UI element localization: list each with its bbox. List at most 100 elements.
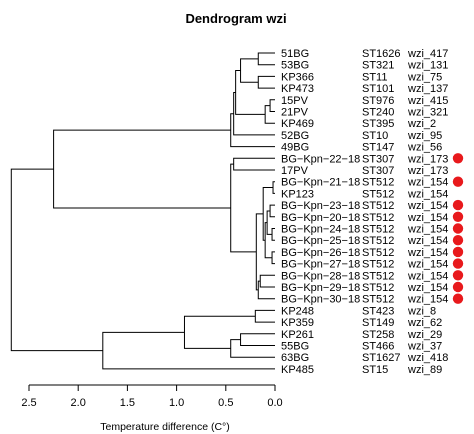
- leaf-name-label: 49BG: [281, 142, 309, 154]
- leaf-name-label: BG−Kpn−23−18: [281, 200, 360, 212]
- dendrogram-branch: [230, 163, 257, 253]
- leaf-name-label: KP366: [281, 71, 314, 83]
- leaf-st-label: ST1626: [362, 48, 401, 60]
- dendrogram-branch: [259, 274, 275, 288]
- leaf-st-label: ST321: [362, 60, 394, 72]
- leaf-wzi-label: wzi_29: [407, 329, 442, 341]
- x-tick-label: 0.5: [218, 397, 233, 409]
- x-tick-label: 1.5: [120, 397, 135, 409]
- highlight-dot: [452, 223, 464, 234]
- x-axis-label: Temperature difference (C°): [100, 421, 229, 433]
- leaf-st-label: ST466: [362, 341, 394, 353]
- leaf-wzi-label: wzi_417: [407, 48, 448, 60]
- leaf-name-label: BG−Kpn−24−18: [281, 224, 360, 236]
- leaf-name-label: 63BG: [281, 352, 309, 364]
- dendrogram-branches: [10, 52, 275, 370]
- dendrogram-branch: [53, 129, 231, 209]
- leaf-st-label: ST101: [362, 83, 394, 95]
- leaf-name-label: KP485: [281, 364, 314, 376]
- leaf-wzi-label: wzi_8: [407, 305, 436, 317]
- dendrogram-branch: [233, 91, 275, 136]
- dendrogram-branch: [183, 315, 256, 349]
- leaf-name-label: KP469: [281, 118, 314, 130]
- leaf-wzi-label: wzi_418: [407, 352, 448, 364]
- leaf-wzi-label: wzi_154: [407, 200, 448, 212]
- dendrogram-branch: [10, 168, 103, 352]
- leaf-wzi-label: wzi_154: [407, 224, 448, 236]
- dendrogram-branch: [254, 309, 275, 323]
- dendrogram-branch: [257, 280, 275, 300]
- leaf-name-label: 55BG: [281, 341, 309, 353]
- leaf-wzi-label: wzi_154: [407, 247, 448, 259]
- leaf-st-label: ST10: [362, 130, 388, 142]
- leaf-wzi-label: wzi_154: [407, 177, 448, 189]
- leaf-wzi-label: wzi_89: [407, 364, 442, 376]
- leaf-name-label: KP261: [281, 329, 314, 341]
- leaf-wzi-label: wzi_415: [407, 95, 448, 107]
- leaf-name-label: 51BG: [281, 48, 309, 60]
- leaf-st-label: ST1627: [362, 352, 401, 364]
- leaf-name-label: 21PV: [281, 107, 309, 119]
- leaf-st-label: ST512: [362, 188, 394, 200]
- leaf-st-label: ST512: [362, 212, 394, 224]
- leaf-wzi-label: wzi_2: [407, 118, 436, 130]
- leaf-name-label: BG−Kpn−28−18: [281, 270, 360, 282]
- leaf-name-label: BG−Kpn−26−18: [281, 247, 360, 259]
- leaf-st-label: ST512: [362, 235, 394, 247]
- highlight-dot: [452, 258, 464, 269]
- leaf-wzi-label: wzi_154: [407, 270, 448, 282]
- leaf-name-label: BG−Kpn−21−18: [281, 177, 360, 189]
- leaf-st-label: ST512: [362, 177, 394, 189]
- leaf-st-label: ST512: [362, 270, 394, 282]
- leaf-wzi-label: wzi_95: [407, 130, 442, 142]
- leaf-st-label: ST512: [362, 224, 394, 236]
- x-tick-label: 0.0: [267, 397, 282, 409]
- leaf-st-label: ST512: [362, 282, 394, 294]
- leaf-wzi-label: wzi_62: [407, 317, 442, 329]
- leaf-st-label: ST512: [362, 259, 394, 271]
- leaf-wzi-label: wzi_154: [407, 188, 448, 200]
- leaf-name-label: 17PV: [281, 165, 309, 177]
- leaf-wzi-label: wzi_75: [407, 71, 442, 83]
- leaf-wzi-label: wzi_137: [407, 83, 448, 95]
- leaf-st-label: ST307: [362, 153, 394, 165]
- dendrogram-branch: [102, 331, 275, 370]
- leaf-name-label: BG−Kpn−25−18: [281, 235, 360, 247]
- highlight-dot: [452, 293, 464, 304]
- leaf-wzi-label: wzi_154: [407, 294, 448, 306]
- leaf-name-label: KP473: [281, 83, 314, 95]
- leaf-st-label: ST149: [362, 317, 394, 329]
- highlight-dot: [452, 211, 464, 222]
- dendrogram-branch: [230, 339, 275, 358]
- highlight-dot: [452, 246, 464, 258]
- leaf-wzi-label: wzi_131: [407, 60, 448, 72]
- leaf-name-label: BG−Kpn−30−18: [281, 294, 360, 306]
- dendrogram-branch: [230, 113, 275, 148]
- leaf-name-label: BG−Kpn−22−18: [281, 153, 360, 165]
- leaf-labels: 51BG ST1626 wzi_417 53BG ST321 wzi_131 KP366 ST…: [281, 48, 448, 376]
- leaf-name-label: KP123: [281, 188, 314, 200]
- x-tick-label: 1.0: [169, 397, 184, 409]
- dendrogram-branch: [269, 99, 275, 112]
- dendrogram-branch: [264, 222, 273, 259]
- highlight-markers: [452, 153, 464, 304]
- leaf-wzi-label: wzi_154: [407, 259, 448, 271]
- x-tick-label: 2.0: [71, 397, 86, 409]
- dendrogram-branch: [257, 52, 275, 66]
- dendrogram-branch: [257, 75, 275, 89]
- highlight-dot: [452, 270, 464, 281]
- leaf-st-label: ST976: [362, 95, 394, 107]
- leaf-st-label: ST512: [362, 294, 394, 306]
- leaf-st-label: ST258: [362, 329, 394, 341]
- dendrogram-branch: [271, 228, 275, 241]
- dendrogram-branch: [269, 204, 275, 218]
- highlight-dot: [452, 281, 464, 293]
- x-tick-label: 2.5: [21, 397, 36, 409]
- leaf-name-label: 52BG: [281, 130, 309, 142]
- leaf-st-label: ST307: [362, 165, 394, 177]
- leaf-st-label: ST147: [362, 142, 394, 154]
- leaf-name-label: KP359: [281, 317, 314, 329]
- leaf-st-label: ST512: [362, 200, 394, 212]
- dendrogram-branch: [272, 181, 275, 194]
- leaf-wzi-label: wzi_173: [407, 153, 448, 165]
